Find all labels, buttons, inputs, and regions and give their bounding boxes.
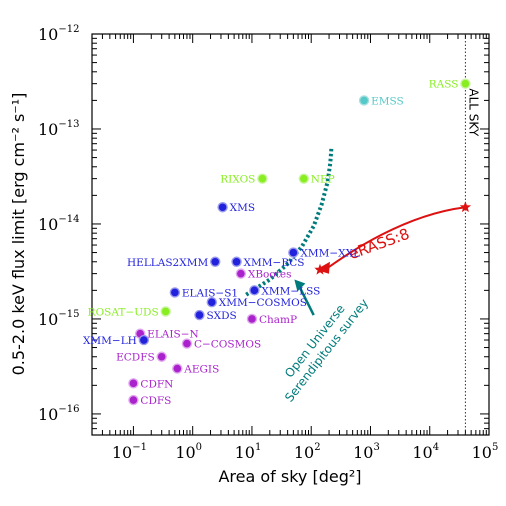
point-elais-n-label: ELAIS−N	[147, 329, 199, 341]
point-hellas2xmm-label: HELLAS2XMM	[127, 257, 208, 269]
x-tick-label: 105	[472, 442, 499, 462]
x-tick-label: 102	[294, 442, 321, 462]
y-tick-label: 10−16	[38, 404, 79, 424]
point-xms: XMS	[217, 202, 255, 214]
point-xbootes: XBootes	[235, 268, 292, 281]
point-rixos: RIXOS	[220, 173, 268, 186]
point-champ: ChamP	[246, 313, 297, 326]
point-c-cosmos: C−COSMOS	[181, 338, 261, 351]
x-tick-labels: 10−1 100 101 102 103 104 105	[112, 442, 498, 462]
x-tick-label: 100	[175, 442, 202, 462]
point-xmm-xxl-label: XMM−XXL	[300, 248, 360, 260]
y-axis-title: 0.5-2.0 keV flux limit [erg cm⁻² s⁻¹]	[9, 93, 28, 376]
y-tick-labels: 10−16 10−15 10−14 10−13 10−12	[38, 24, 79, 424]
axis-ticks	[91, 34, 490, 436]
erass8-arrow	[314, 201, 472, 275]
point-xmm-cosmos-marker	[207, 298, 216, 307]
point-rosat-uds-marker	[161, 307, 170, 316]
point-rass: RASS	[429, 78, 471, 91]
point-elais-s1: ELAIS−S1	[169, 287, 238, 299]
point-nep-marker	[300, 174, 308, 183]
x-tick-label: 103	[353, 442, 380, 462]
point-xms-marker	[218, 203, 227, 212]
point-hellas2xmm: HELLAS2XMM	[127, 256, 221, 269]
point-nep: NEP	[298, 173, 335, 186]
point-xms-label: XMS	[230, 202, 255, 214]
point-xmm-xxl-marker	[289, 248, 298, 257]
point-sxds: SXDS	[194, 309, 237, 322]
point-rixos-label: RIXOS	[220, 174, 255, 186]
y-tick-label: 10−12	[38, 24, 79, 44]
point-hellas2xmm-marker	[211, 257, 220, 266]
point-xmm-lh: XMM−LH	[83, 334, 150, 347]
point-elais-s1-marker	[171, 288, 179, 297]
point-ecdfs: ECDFS	[116, 351, 167, 364]
point-champ-marker	[248, 315, 256, 323]
y-tick-label: 10−15	[38, 309, 79, 329]
y-tick-label: 10−13	[38, 119, 79, 139]
point-ecdfs-marker	[157, 352, 166, 361]
point-aegis-marker	[173, 364, 182, 373]
point-aegis: AEGIS	[172, 363, 219, 376]
point-xbootes-marker	[237, 269, 245, 278]
plot-frame	[91, 33, 490, 436]
point-xmm-lh-label: XMM−LH	[83, 335, 137, 347]
erass8-arrow-path	[327, 206, 466, 269]
point-elais-s1-label: ELAIS−S1	[182, 287, 238, 299]
point-champ-label: ChamP	[259, 314, 297, 326]
point-xmm-lh-marker	[140, 336, 148, 344]
y-tick-label: 10−14	[38, 214, 79, 234]
point-c-cosmos-label: C−COSMOS	[194, 339, 261, 351]
x-tick-label: 101	[235, 442, 262, 462]
x-tick-label: 104	[412, 442, 439, 462]
point-xmm-cosmos-label: XMM−COSMOS	[219, 297, 307, 309]
point-sxds-marker	[195, 311, 204, 319]
point-xmm-xxl: XMM−XXL	[288, 247, 360, 260]
point-xmm-lss-marker	[250, 286, 259, 295]
open-universe-curve	[245, 146, 334, 297]
point-ecdfs-label: ECDFS	[116, 352, 155, 364]
point-rosat-uds-label: ROSAT−UDS	[88, 306, 159, 318]
erass8-star	[314, 263, 326, 275]
point-xmm-bcs-marker	[232, 257, 241, 266]
point-cdfn-marker	[129, 379, 138, 388]
open-universe-arrow-head	[294, 279, 306, 292]
point-rass-marker	[461, 79, 470, 88]
point-c-cosmos-marker	[183, 339, 191, 348]
point-cdfs-marker	[129, 396, 138, 404]
point-emss: EMSS	[358, 95, 404, 107]
all-sky-label: ALL SKY	[466, 88, 480, 136]
point-cdfs-label: CDFS	[140, 395, 171, 407]
point-xbootes-label: XBootes	[248, 269, 292, 281]
erass8-star	[459, 201, 472, 213]
point-aegis-label: AEGIS	[183, 364, 219, 376]
x-tick-label: 10−1	[112, 442, 147, 462]
point-cdfs: CDFS	[128, 394, 171, 407]
open-universe-arrow-shaft	[297, 283, 315, 316]
point-cdfn-label: CDFN	[140, 378, 173, 390]
point-rixos-marker	[258, 174, 267, 183]
plot-area	[91, 33, 490, 436]
point-rosat-uds: ROSAT−UDS	[88, 306, 171, 318]
point-xmm-lss: XMM−LSS	[249, 285, 320, 297]
point-sxds-label: SXDS	[206, 310, 236, 322]
point-xmm-cosmos: XMM−COSMOS	[206, 297, 307, 309]
x-axis-title: Area of sky [deg²]	[218, 467, 361, 486]
point-rass-label: RASS	[429, 79, 459, 91]
point-xmm-lss-label: XMM−LSS	[261, 285, 320, 297]
point-xmm-bcs-label: XMM−BCS	[244, 257, 305, 269]
point-nep-label: NEP	[311, 174, 335, 186]
point-emss-label: EMSS	[371, 95, 404, 107]
point-emss-marker	[360, 96, 368, 105]
point-xmm-bcs: XMM−BCS	[231, 256, 305, 269]
open-universe-arrow	[294, 279, 315, 316]
point-cdfn: CDFN	[128, 378, 173, 390]
